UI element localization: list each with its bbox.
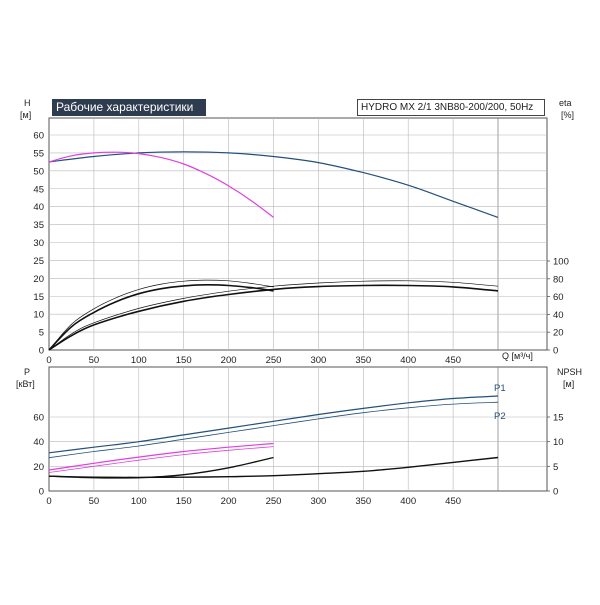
x-tick-label-0-1: 50 (89, 355, 100, 366)
left-tick-label-0-6: 30 (33, 238, 44, 249)
left-tick-label-0-9: 45 (33, 184, 44, 195)
x-tick-label-1-1: 50 (89, 496, 100, 507)
series-line-0-2 (48, 284, 499, 351)
right-tick-label-1-0: 0 (553, 487, 558, 498)
right-tick-label-0-5: 100 (553, 257, 569, 268)
series-line-0-1 (48, 151, 274, 218)
left-tick-label-0-2: 10 (33, 310, 44, 321)
right-tick-label-1-2: 10 (553, 437, 564, 448)
plot-frame-1 (48, 366, 548, 492)
x-tick-label-1-9: 450 (445, 496, 461, 507)
top-left-axis-label: H (24, 98, 31, 108)
series-label-P2: P2 (494, 411, 506, 422)
left-tick-label-1-0: 0 (39, 487, 44, 498)
series-line-1-1 (48, 401, 499, 459)
left-tick-label-0-3: 15 (33, 292, 44, 303)
bottom-right-axis-unit: [м] (563, 379, 575, 389)
right-tick-label-1-3: 15 (553, 413, 564, 424)
bottom-right-axis-label: NPSH (557, 367, 583, 377)
left-tick-label-0-11: 55 (33, 148, 44, 159)
x-tick-label-0-0: 0 (46, 355, 51, 366)
x-axis-label: Q [м³/ч] (502, 351, 533, 361)
x-tick-label-0-4: 200 (221, 355, 237, 366)
series-line-1-3 (48, 446, 274, 473)
left-tick-label-0-12: 60 (33, 131, 44, 142)
bottom-left-axis-label: P (24, 367, 31, 377)
chart-title: Рабочие характеристики (52, 99, 206, 116)
x-tick-label-0-7: 350 (355, 355, 371, 366)
series-line-1-0 (48, 395, 499, 454)
right-tick-label-0-3: 60 (553, 292, 564, 303)
series-line-1-2 (48, 442, 274, 471)
pump-model-label: HYDRO MX 2/1 3NB80-200/200, 50Hz (357, 99, 545, 116)
series-line-0-3 (48, 280, 499, 351)
series-line-0-5 (48, 279, 274, 351)
x-tick-label-0-6: 300 (310, 355, 326, 366)
x-tick-label-1-6: 300 (310, 496, 326, 507)
x-tick-label-0-5: 250 (266, 355, 282, 366)
x-tick-label-0-2: 100 (131, 355, 147, 366)
x-tick-label-0-9: 450 (445, 355, 461, 366)
x-tick-label-0-8: 400 (400, 355, 416, 366)
x-tick-label-1-2: 100 (131, 496, 147, 507)
plot-frame-0 (48, 117, 548, 351)
left-tick-label-1-1: 20 (33, 462, 44, 473)
right-tick-label-0-2: 40 (553, 310, 564, 321)
top-right-axis-unit: [%] (561, 110, 575, 120)
right-tick-label-0-4: 80 (553, 274, 564, 285)
left-tick-label-1-3: 60 (33, 413, 44, 424)
left-tick-label-0-5: 25 (33, 256, 44, 267)
series-line-0-4 (48, 283, 274, 351)
left-tick-label-0-1: 5 (39, 328, 44, 339)
series-label-P1: P1 (494, 383, 506, 394)
left-tick-label-0-10: 50 (33, 166, 44, 177)
x-tick-label-1-5: 250 (266, 496, 282, 507)
x-tick-label-1-8: 400 (400, 496, 416, 507)
bottom-left-axis-unit: [кВт] (16, 379, 35, 389)
left-tick-label-0-8: 40 (33, 202, 44, 213)
x-tick-label-1-0: 0 (46, 496, 51, 507)
right-tick-label-1-1: 5 (553, 462, 558, 473)
x-tick-label-1-4: 200 (221, 496, 237, 507)
left-tick-label-0-4: 20 (33, 274, 44, 285)
top-right-axis-label: eta (559, 98, 572, 108)
series-line-1-5 (48, 456, 274, 479)
x-tick-label-1-3: 150 (176, 496, 192, 507)
right-tick-label-0-0: 0 (553, 346, 558, 357)
x-tick-label-0-3: 150 (176, 355, 192, 366)
left-tick-label-1-2: 40 (33, 437, 44, 448)
left-tick-label-0-0: 0 (39, 346, 44, 357)
top-left-axis-unit: [м] (20, 110, 32, 120)
series-line-0-0 (48, 151, 499, 218)
x-tick-label-1-7: 350 (355, 496, 371, 507)
right-tick-label-0-1: 20 (553, 328, 564, 339)
left-tick-label-0-7: 35 (33, 220, 44, 231)
